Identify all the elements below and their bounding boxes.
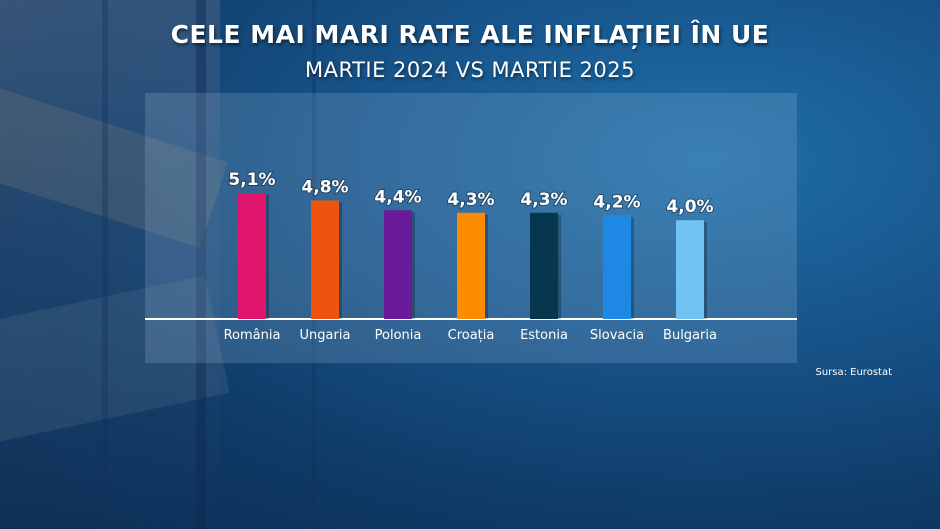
x-tick-label: Croația <box>448 328 495 343</box>
bar-1 <box>311 200 339 319</box>
data-label: 4,3% <box>447 190 494 210</box>
x-tick-label: Ungaria <box>300 328 351 343</box>
bar-5 <box>603 215 631 319</box>
x-tick-label: Polonia <box>375 328 422 343</box>
bar-3 <box>457 212 485 319</box>
bar-0 <box>238 193 266 319</box>
bar-4 <box>530 212 558 319</box>
data-label: 4,3% <box>520 190 567 210</box>
data-label: 5,1% <box>228 170 275 190</box>
source-note: Sursa: Eurostat <box>815 367 892 378</box>
bar-6 <box>676 220 704 319</box>
background-stripe <box>196 0 206 529</box>
data-label: 4,2% <box>593 192 640 212</box>
bar-2 <box>384 210 412 319</box>
background-stripe <box>102 0 108 529</box>
x-tick-label: Estonia <box>520 328 568 343</box>
data-label: 4,8% <box>301 177 348 197</box>
chart-title: CELE MAI MARI RATE ALE INFLAȚIEI ÎN UE <box>170 20 770 49</box>
data-label: 4,4% <box>374 187 421 207</box>
chart-subtitle: MARTIE 2024 VS MARTIE 2025 <box>305 58 635 82</box>
x-tick-label: România <box>224 328 281 343</box>
x-tick-label: Slovacia <box>590 328 644 343</box>
x-tick-label: Bulgaria <box>663 328 717 343</box>
data-label: 4,0% <box>666 197 713 217</box>
background-banknotes <box>0 0 220 529</box>
